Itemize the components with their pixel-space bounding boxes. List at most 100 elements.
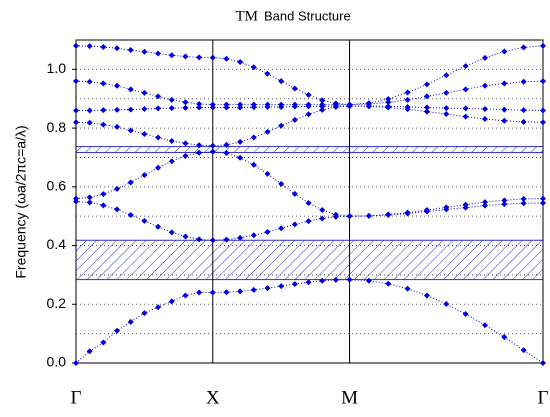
band-point (423, 207, 430, 214)
band-point (305, 279, 312, 286)
band-point (155, 304, 162, 311)
band-point (182, 99, 189, 106)
band-point (100, 202, 107, 209)
band-point (278, 101, 285, 108)
band-point (264, 70, 271, 77)
band-point (237, 101, 244, 108)
band-point (250, 232, 257, 239)
band-point (114, 185, 121, 192)
band-point (291, 85, 298, 92)
band-point (86, 194, 93, 201)
band-point (278, 180, 285, 187)
band-point (196, 104, 203, 111)
title-prefix: TM (236, 8, 259, 24)
band-point (264, 170, 271, 177)
band-point (100, 44, 107, 51)
band-point (209, 101, 216, 108)
band-point (114, 45, 121, 52)
band-point (501, 80, 508, 87)
band-gap (75, 239, 544, 281)
band-point (385, 96, 392, 103)
band-point (540, 195, 546, 202)
band-point (404, 209, 411, 216)
band-point (237, 234, 244, 241)
band-point (196, 54, 203, 61)
band-point (404, 89, 411, 96)
band-point (305, 199, 312, 206)
band-point (250, 101, 257, 108)
band-point (73, 42, 79, 49)
band-point (278, 78, 285, 85)
band-point (100, 121, 107, 128)
band-point (114, 327, 121, 334)
band-point (250, 286, 257, 293)
band-point (237, 288, 244, 295)
y-tick-label: 0.4 (47, 236, 67, 252)
band-point (73, 195, 79, 202)
band-point (100, 80, 107, 87)
band-point (155, 134, 162, 141)
band-point (73, 107, 79, 114)
band-point (209, 54, 216, 61)
band-point (332, 211, 339, 218)
band-point (141, 130, 148, 137)
band-point (365, 212, 372, 219)
band-point (86, 199, 93, 206)
band-point (305, 218, 312, 225)
band-point (168, 138, 175, 145)
band-point (114, 206, 121, 213)
band-point (462, 63, 469, 70)
band-point (481, 322, 488, 329)
band-point (196, 289, 203, 296)
band-point (73, 78, 79, 85)
band-point (291, 116, 298, 123)
band-point (540, 199, 546, 206)
band-point (481, 106, 488, 113)
band-point (155, 164, 162, 171)
band-point (501, 197, 508, 204)
band-point (209, 289, 216, 296)
band-point (223, 101, 230, 108)
band-point (86, 119, 93, 126)
x-tick-label: Γ (538, 387, 549, 408)
band-point (223, 55, 230, 62)
band-point (520, 195, 527, 202)
band-line (75, 279, 544, 364)
band-point (86, 107, 93, 114)
band-point (520, 107, 527, 114)
band-point (127, 212, 134, 219)
band-point (305, 91, 312, 98)
band-point (291, 101, 298, 108)
band-point (346, 276, 353, 283)
band-point (114, 82, 121, 89)
band-point (423, 81, 430, 88)
band-point (481, 82, 488, 89)
band-point (141, 172, 148, 179)
band-point (155, 105, 162, 112)
band-point (423, 108, 430, 115)
band-point (250, 134, 257, 141)
band-point (250, 64, 257, 71)
band-point (127, 86, 134, 93)
band-point (141, 89, 148, 96)
band-point (404, 96, 411, 103)
band-point (100, 191, 107, 198)
x-tick-label: Γ (71, 387, 82, 408)
band-point (223, 236, 230, 243)
band-point (332, 276, 339, 283)
band-point (443, 105, 450, 112)
band-point (385, 211, 392, 218)
band-point (278, 122, 285, 129)
band-point (168, 96, 175, 103)
band-point (264, 128, 271, 135)
band-point (319, 106, 326, 113)
band-point (404, 285, 411, 292)
band-point (264, 229, 271, 236)
band-point (462, 86, 469, 93)
band-point (278, 225, 285, 232)
band-point (423, 104, 430, 111)
band-point (86, 43, 93, 50)
band-point (540, 78, 546, 85)
band-point (423, 292, 430, 299)
